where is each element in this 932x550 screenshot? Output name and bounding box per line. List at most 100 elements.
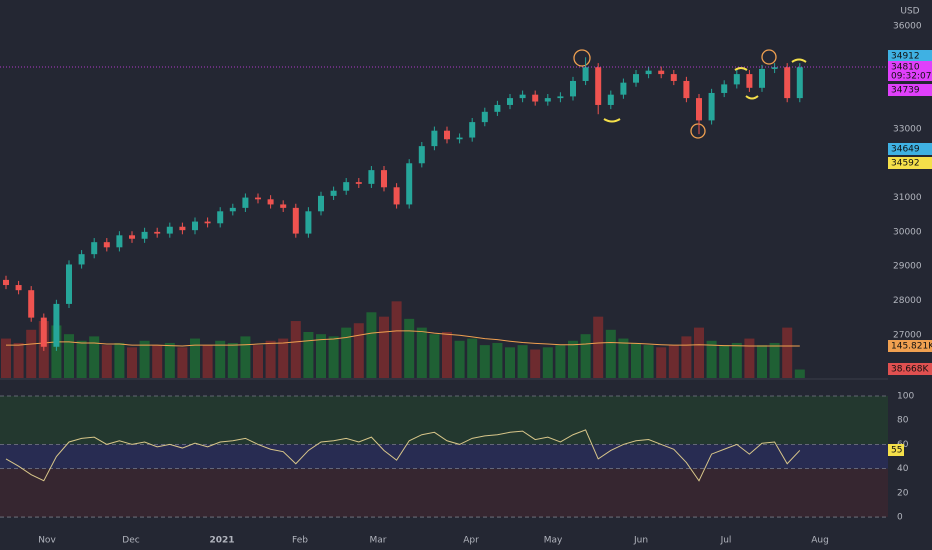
candle-body xyxy=(658,70,665,75)
volume-bar xyxy=(454,340,465,378)
volume-bar xyxy=(328,336,339,378)
volume-bar xyxy=(64,334,74,378)
volume-bar xyxy=(152,345,163,378)
candle-body xyxy=(91,242,98,255)
x-tick-label: Jul xyxy=(720,536,732,546)
volume-bar xyxy=(643,345,654,378)
price-tag-text: 34649 xyxy=(891,145,920,155)
rsi-tag-text: 55 xyxy=(891,446,902,456)
volume-bar xyxy=(631,342,641,378)
candle-body xyxy=(116,235,123,248)
price-tag: 34592 xyxy=(888,157,932,169)
x-tick-label: Nov xyxy=(38,536,56,546)
volume-bar xyxy=(517,345,528,378)
bracket xyxy=(791,58,807,63)
volume-tag-bg xyxy=(888,363,932,375)
volume-ma xyxy=(6,330,800,347)
price-tag-text: 34810 xyxy=(891,63,920,73)
volume-bar xyxy=(656,347,667,378)
volume-bar xyxy=(127,347,137,378)
rsi-tick-label: 40 xyxy=(897,464,909,474)
candle-body xyxy=(532,94,539,102)
candle-body xyxy=(733,74,740,85)
volume-bar xyxy=(164,342,175,378)
candle-body xyxy=(620,82,627,95)
volume-bar xyxy=(101,345,112,378)
volume-bar xyxy=(265,340,276,378)
x-tick-label: Feb xyxy=(292,536,308,546)
rsi-tick-label: 0 xyxy=(897,513,903,523)
candle-body xyxy=(103,242,110,248)
candle-body xyxy=(570,80,576,97)
price-tag-bg xyxy=(888,157,932,169)
volume-bar xyxy=(605,329,616,378)
volume-tag: 38.668K xyxy=(888,363,932,375)
candle-body xyxy=(78,254,85,265)
candle-body xyxy=(217,211,224,224)
volume-bar xyxy=(757,345,767,378)
candle-body xyxy=(343,182,350,191)
volume-bar xyxy=(593,316,604,378)
bracket xyxy=(603,118,621,123)
candle-body xyxy=(645,70,652,75)
candle-body xyxy=(683,80,690,99)
candle-body xyxy=(796,67,803,99)
volume-bar xyxy=(681,336,692,378)
candle-body xyxy=(444,130,450,140)
y-tick-label: 27000 xyxy=(893,330,922,340)
candle-body xyxy=(280,204,287,208)
volume-bar xyxy=(769,342,780,378)
volume-bar xyxy=(139,340,150,378)
candle-body xyxy=(393,187,400,205)
volume-bar xyxy=(1,338,11,378)
candle-body xyxy=(696,98,702,121)
candle-body xyxy=(456,137,463,140)
y-tick-label: 29000 xyxy=(893,262,922,272)
rsi-tick-label: 100 xyxy=(897,391,914,401)
candle-body xyxy=(759,68,765,88)
y-tick-label: 30000 xyxy=(893,227,922,237)
candle-body xyxy=(355,182,362,184)
candle-body xyxy=(166,226,173,234)
volume-ma-tag: 145.821K xyxy=(888,340,932,352)
candle-body xyxy=(28,290,35,318)
volume-bar xyxy=(719,345,730,378)
rsi-band xyxy=(0,395,888,445)
candle-body xyxy=(192,221,198,231)
candle-body xyxy=(154,231,161,234)
candle-body xyxy=(267,199,274,205)
x-tick-label: Apr xyxy=(463,536,479,546)
volume-bar xyxy=(731,342,742,378)
rsi-band xyxy=(0,468,888,518)
circle-annotation xyxy=(761,49,777,65)
candle-body xyxy=(3,279,9,286)
volume-bar xyxy=(618,338,629,378)
volume-bar xyxy=(404,318,415,378)
x-tick-label: Dec xyxy=(122,536,139,546)
price-tag-bg xyxy=(888,61,932,81)
volume-bar xyxy=(442,332,452,378)
volume-bar xyxy=(290,321,301,378)
candle-body xyxy=(179,226,186,231)
x-tick-label: Jun xyxy=(633,536,648,546)
candle-body xyxy=(242,197,249,208)
x-tick-label: Aug xyxy=(811,536,829,546)
candle-body xyxy=(255,197,261,200)
candle-body xyxy=(229,207,236,212)
volume-bar xyxy=(542,347,553,378)
volume-bar xyxy=(794,369,805,378)
volume-bar xyxy=(706,340,717,378)
y-tick-label: 28000 xyxy=(893,296,922,306)
candle-body xyxy=(66,264,72,304)
candle-body xyxy=(544,98,551,102)
candle-body xyxy=(771,67,778,69)
volume-bar xyxy=(51,325,62,378)
volume-bar xyxy=(580,334,591,378)
volume-bar xyxy=(89,336,100,378)
candle-body xyxy=(204,221,211,224)
volume-bar xyxy=(555,345,566,378)
bracket xyxy=(745,95,759,100)
